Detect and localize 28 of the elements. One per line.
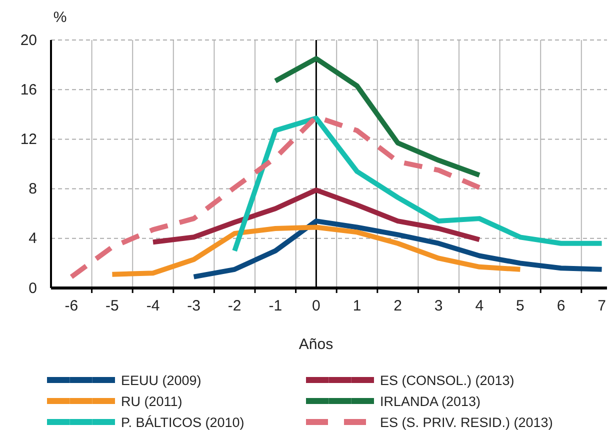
y-tick-label: 20 — [20, 32, 37, 49]
y-axis-title: % — [53, 9, 67, 26]
x-tick-label: 4 — [475, 298, 484, 315]
x-tick-label: 1 — [352, 298, 362, 315]
y-tick-label: 16 — [20, 81, 37, 98]
legend-label: IRLANDA (2013) — [380, 394, 481, 409]
legend-label: EEUU (2009) — [121, 373, 202, 388]
legend-label: RU (2011) — [121, 394, 182, 409]
x-tick-label: -6 — [64, 298, 78, 315]
y-tick-label: 0 — [28, 280, 37, 297]
x-tick-label: 7 — [598, 298, 606, 315]
x-tick-label: -2 — [228, 298, 242, 315]
x-tick-label: 3 — [434, 298, 443, 315]
x-tick-label: 6 — [556, 298, 566, 315]
legend-label: ES (CONSOL.) (2013) — [380, 373, 514, 388]
legend-label: P. BÁLTICOS (2010) — [121, 415, 244, 430]
x-axis-title: Años — [298, 336, 334, 353]
x-tick-label: -5 — [106, 298, 119, 315]
x-tick-label: -4 — [146, 298, 160, 315]
y-tick-label: 4 — [28, 230, 37, 248]
x-tick-label: -3 — [187, 298, 200, 315]
x-tick-label: 2 — [394, 298, 402, 315]
y-tick-label: 12 — [20, 131, 37, 148]
x-tick-label: 0 — [312, 298, 320, 315]
x-tick-label: 5 — [516, 298, 524, 315]
x-tick-label: -1 — [268, 298, 282, 315]
legend-label: ES (S. PRIV. RESID.) (2013) — [380, 415, 553, 430]
y-tick-label: 8 — [28, 180, 37, 198]
